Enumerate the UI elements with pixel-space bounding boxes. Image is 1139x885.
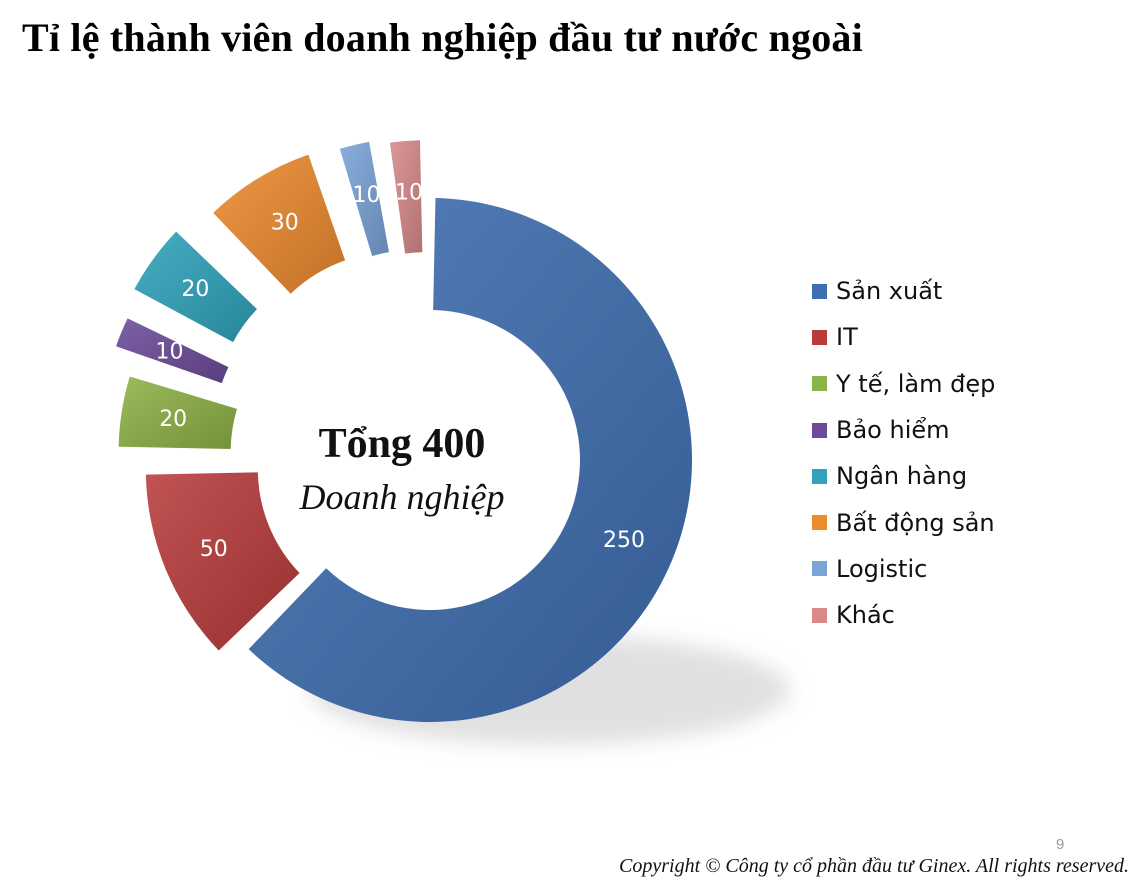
legend-swatch xyxy=(812,376,827,392)
chart-legend: Sản xuất IT Y tế, làm đẹp Bảo hiểm Ngân … xyxy=(812,268,995,638)
legend-swatch xyxy=(812,283,827,299)
donut-slice-3 xyxy=(118,376,238,450)
donut-slice-5 xyxy=(134,231,258,343)
slide-title: Tỉ lệ thành viên doanh nghiệp đầu tư nướ… xyxy=(22,15,863,60)
data-label-2: 50 xyxy=(200,537,228,562)
legend-label: Sản xuất xyxy=(836,277,943,306)
data-label-8: 10 xyxy=(395,180,423,205)
copyright-notice: Copyright © Công ty cổ phần đầu tư Ginex… xyxy=(619,855,1129,877)
data-label-4: 10 xyxy=(155,340,183,365)
donut-slice-7 xyxy=(339,141,389,257)
page-number: 9 xyxy=(1056,836,1065,853)
data-label-6: 30 xyxy=(271,210,299,235)
legend-item-san-xuat: Sản xuất xyxy=(812,268,995,314)
data-label-3: 20 xyxy=(159,407,187,432)
legend-label: IT xyxy=(836,323,858,352)
chart-center-total: Tổng 400 xyxy=(318,421,486,467)
chart-center-subtitle: Doanh nghiệp xyxy=(299,477,505,517)
legend-item-it: IT xyxy=(812,314,995,360)
chart-data-labels: 250 50 20 10 20 30 10 10 xyxy=(155,180,645,562)
legend-swatch xyxy=(812,422,827,438)
legend-swatch xyxy=(812,329,827,345)
legend-label: Logistic xyxy=(836,554,928,583)
donut-slice-2 xyxy=(145,472,300,651)
legend-label: Bất động sản xyxy=(836,508,995,537)
legend-item-ngan-hang: Ngân hàng xyxy=(812,453,995,499)
donut-slice-8 xyxy=(389,140,423,254)
legend-item-khac: Khác xyxy=(812,592,995,638)
legend-swatch xyxy=(812,607,827,623)
legend-label: Khác xyxy=(836,601,895,630)
legend-label: Bảo hiểm xyxy=(836,416,950,445)
legend-label: Ngân hàng xyxy=(836,462,968,491)
donut-slice-1 xyxy=(248,198,693,722)
legend-item-bat-dong-san: Bất động sản xyxy=(812,499,995,545)
donut-slice-6 xyxy=(213,154,346,294)
legend-swatch xyxy=(812,468,827,484)
legend-item-logistic: Logistic xyxy=(812,546,995,592)
legend-label: Y tế, làm đẹp xyxy=(836,369,996,398)
legend-swatch xyxy=(812,515,827,531)
legend-item-bao-hiem: Bảo hiểm xyxy=(812,407,995,453)
legend-item-y-te: Y tế, làm đẹp xyxy=(812,361,995,407)
data-label-1: 250 xyxy=(603,528,645,553)
chart-slices xyxy=(116,140,693,722)
data-label-7: 10 xyxy=(353,183,381,208)
data-label-5: 20 xyxy=(181,277,209,302)
donut-slice-4 xyxy=(116,318,229,384)
legend-swatch xyxy=(812,561,827,577)
